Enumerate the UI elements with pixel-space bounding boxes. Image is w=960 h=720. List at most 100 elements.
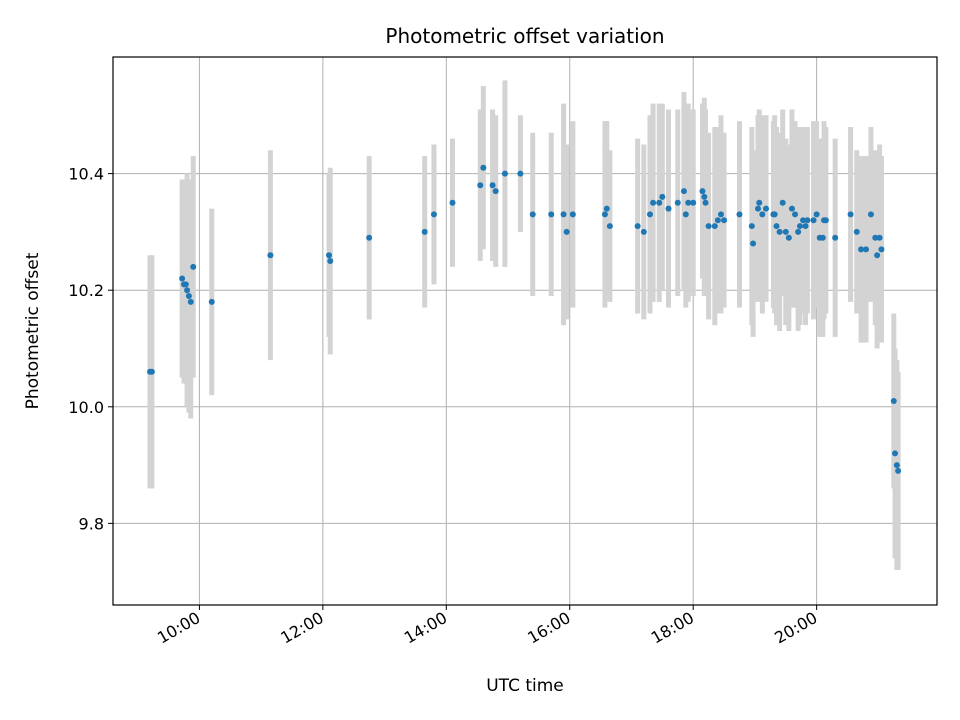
chart-title: Photometric offset variation: [385, 24, 664, 48]
data-point: [792, 211, 799, 218]
data-point: [646, 211, 653, 218]
data-point: [890, 397, 897, 404]
x-axis-ticks: 10:00 12:00 14:00 16:00 18:00 20:00: [154, 605, 821, 648]
y-tick-label: 10.0: [68, 398, 104, 417]
data-point: [800, 217, 807, 224]
data-point: [779, 199, 786, 206]
data-point: [606, 223, 613, 230]
data-point: [659, 193, 666, 200]
data-point: [795, 228, 802, 235]
data-point: [182, 281, 189, 288]
data-point: [326, 252, 333, 259]
plot-frame: [112, 56, 938, 606]
data-point: [853, 228, 860, 235]
data-point: [650, 199, 657, 206]
data-point: [665, 205, 672, 212]
data-point: [717, 211, 724, 218]
data-point: [832, 234, 839, 241]
data-point: [874, 252, 881, 259]
data-point: [802, 223, 809, 230]
data-point: [893, 462, 900, 469]
y-tick-label: 10.4: [68, 165, 104, 184]
data-point: [327, 258, 334, 265]
x-tick-label: 12:00: [277, 608, 326, 648]
data-point: [819, 234, 826, 241]
data-point: [736, 211, 743, 218]
data-point: [721, 217, 728, 224]
data-point: [690, 199, 697, 206]
data-point: [776, 228, 783, 235]
data-point: [185, 293, 192, 300]
data-point: [563, 228, 570, 235]
data-point: [366, 234, 373, 241]
data-point: [788, 205, 795, 212]
data-point: [601, 211, 608, 218]
data-point: [782, 228, 789, 235]
data-point: [569, 211, 576, 218]
data-point: [656, 199, 663, 206]
data-point: [184, 287, 191, 294]
data-point: [674, 199, 681, 206]
x-tick-label: 10:00: [154, 608, 203, 648]
x-tick-label: 20:00: [771, 608, 820, 648]
y-axis-ticks: 9.8 10.0 10.2 10.4: [68, 165, 113, 533]
data-point: [430, 211, 437, 218]
data-point: [480, 164, 487, 171]
data-point: [560, 211, 567, 218]
data-point: [529, 211, 536, 218]
data-point: [822, 217, 829, 224]
data-point: [640, 228, 647, 235]
data-point: [878, 246, 885, 253]
data-point: [867, 211, 874, 218]
data-point: [858, 246, 865, 253]
data-point: [492, 188, 499, 195]
data-point: [876, 234, 883, 241]
data-point: [756, 199, 763, 206]
data-point: [489, 182, 496, 189]
data-point: [847, 211, 854, 218]
data-point: [804, 217, 811, 224]
data-point: [501, 170, 508, 177]
data-point: [748, 223, 755, 230]
data-point: [208, 298, 215, 305]
data-point: [813, 211, 820, 218]
data-point: [449, 199, 456, 206]
data-point: [771, 211, 778, 218]
data-point: [759, 211, 766, 218]
data-point: [421, 228, 428, 235]
data-point: [872, 234, 879, 241]
data-point: [267, 252, 274, 259]
data-point: [785, 234, 792, 241]
data-point: [714, 217, 721, 224]
data-point: [682, 211, 689, 218]
data-point: [680, 188, 687, 195]
data-point: [477, 182, 484, 189]
data-point: [187, 298, 194, 305]
data-point: [179, 275, 186, 282]
data-point: [750, 240, 757, 247]
data-point: [634, 223, 641, 230]
x-axis-label: UTC time: [486, 676, 564, 696]
data-point: [711, 223, 718, 230]
data-point: [763, 205, 770, 212]
data-point: [702, 199, 709, 206]
data-points: [147, 164, 902, 474]
data-point: [517, 170, 524, 177]
data-point: [773, 223, 780, 230]
y-axis-label: Photometric offset: [23, 252, 43, 409]
x-tick-label: 18:00: [648, 608, 697, 648]
data-point: [701, 193, 708, 200]
data-point: [810, 217, 817, 224]
x-tick-label: 16:00: [524, 608, 573, 648]
y-tick-label: 9.8: [79, 514, 104, 533]
y-tick-label: 10.2: [68, 281, 104, 300]
data-point: [685, 199, 692, 206]
data-point: [895, 467, 902, 474]
error-bars: [147, 80, 901, 571]
data-point: [148, 368, 155, 375]
data-point: [705, 223, 712, 230]
x-tick-label: 14:00: [401, 608, 450, 648]
data-point: [755, 205, 762, 212]
data-point: [699, 188, 706, 195]
